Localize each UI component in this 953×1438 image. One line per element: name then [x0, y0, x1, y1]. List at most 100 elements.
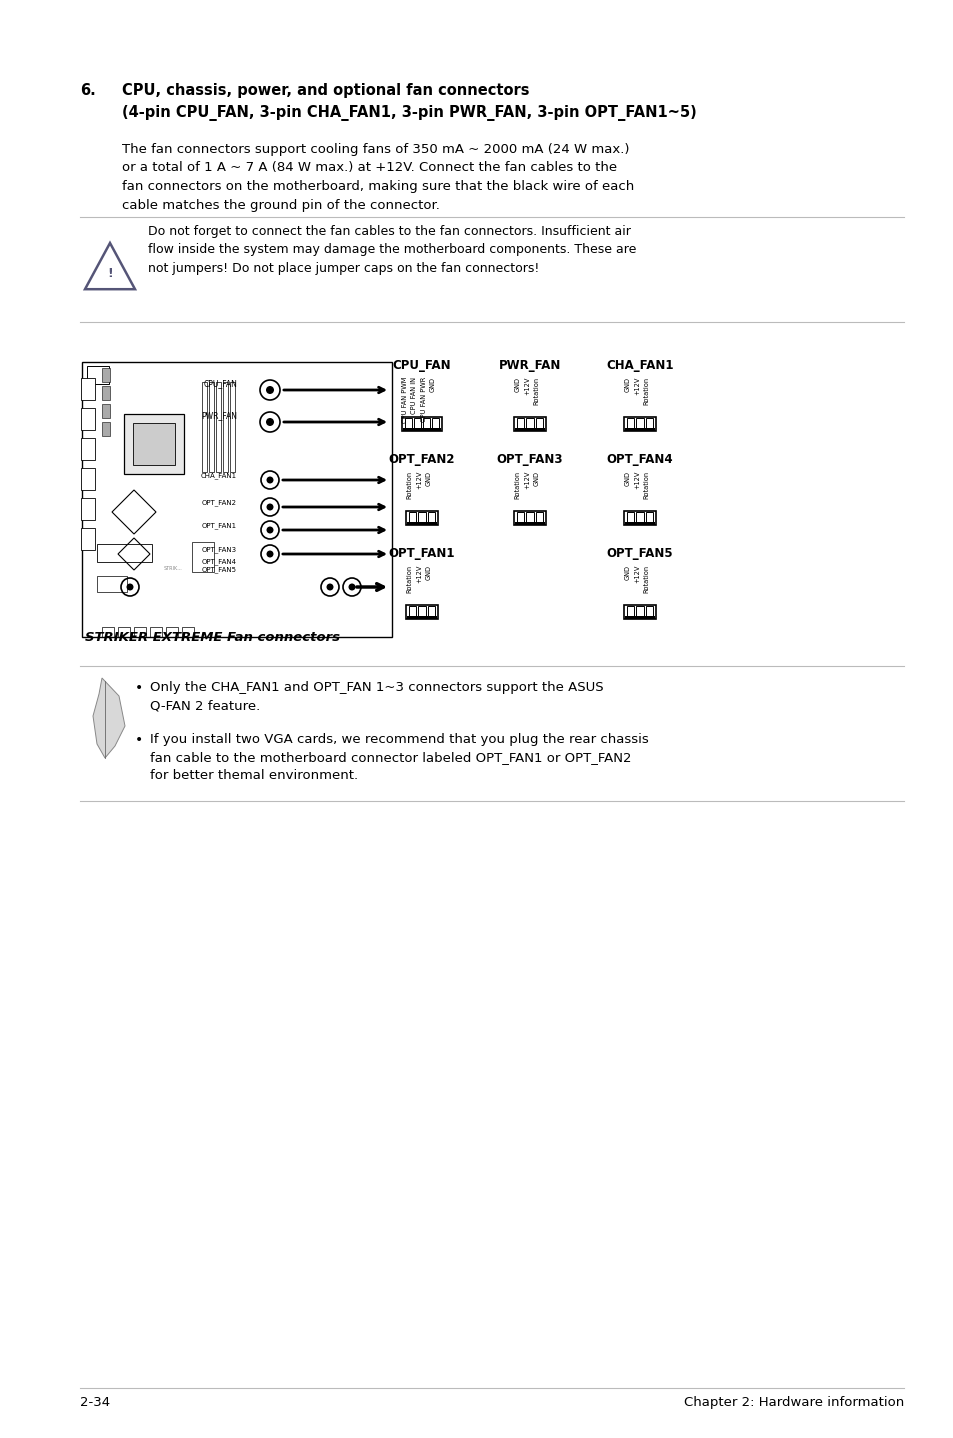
Bar	[432, 418, 439, 429]
Bar	[82, 362, 392, 637]
Bar	[526, 418, 533, 429]
Circle shape	[348, 584, 355, 591]
Bar	[514, 510, 545, 525]
Bar	[118, 627, 130, 637]
Text: Only the CHA_FAN1 and OPT_FAN 1~3 connectors support the ASUS
Q-FAN 2 feature.: Only the CHA_FAN1 and OPT_FAN 1~3 connec…	[150, 682, 603, 712]
Text: Rotation: Rotation	[642, 472, 649, 499]
Text: Rotation: Rotation	[533, 377, 538, 406]
Bar	[404, 418, 412, 429]
Bar	[87, 367, 109, 384]
Bar	[209, 383, 213, 472]
Bar	[626, 607, 634, 617]
Text: CPU FAN IN: CPU FAN IN	[411, 377, 417, 414]
Text: STRIKER EXTREME Fan connectors: STRIKER EXTREME Fan connectors	[85, 631, 339, 644]
Text: +12V: +12V	[523, 377, 530, 395]
Bar	[150, 627, 162, 637]
Bar	[636, 418, 643, 429]
Text: Rotation: Rotation	[515, 472, 520, 499]
Text: GND: GND	[425, 565, 431, 580]
Text: CHA_FAN1: CHA_FAN1	[201, 472, 236, 479]
Bar	[97, 577, 127, 592]
Bar	[102, 368, 110, 383]
Text: •: •	[135, 682, 143, 695]
Text: OPT_FAN4
OPT_FAN5: OPT_FAN4 OPT_FAN5	[202, 558, 236, 572]
Bar	[517, 512, 524, 523]
Bar	[230, 383, 234, 472]
Text: STRIK...: STRIK...	[164, 567, 183, 571]
Bar	[102, 404, 110, 418]
Bar	[623, 510, 655, 525]
Text: +12V: +12V	[523, 472, 530, 489]
Text: !: !	[107, 267, 112, 280]
Bar	[517, 418, 524, 429]
Bar	[402, 429, 441, 431]
Bar	[623, 605, 655, 618]
Text: PWR_FAN: PWR_FAN	[498, 360, 560, 372]
Text: PWR_FAN: PWR_FAN	[201, 411, 236, 420]
Bar	[223, 383, 228, 472]
Text: GND: GND	[624, 565, 630, 580]
Text: CPU FAN PWM: CPU FAN PWM	[402, 377, 408, 423]
Bar	[215, 383, 221, 472]
Bar	[626, 512, 634, 523]
Bar	[81, 467, 95, 490]
Text: OPT_FAN2: OPT_FAN2	[202, 499, 236, 506]
Bar	[535, 512, 542, 523]
Text: The fan connectors support cooling fans of 350 mA ~ 2000 mA (24 W max.)
or a tot: The fan connectors support cooling fans …	[122, 142, 634, 211]
Text: OPT_FAN3: OPT_FAN3	[202, 546, 236, 554]
Polygon shape	[92, 677, 125, 758]
Text: GND: GND	[624, 377, 630, 393]
Bar	[81, 408, 95, 430]
Bar	[427, 607, 435, 617]
Bar	[414, 418, 420, 429]
Circle shape	[326, 584, 334, 591]
Circle shape	[266, 503, 274, 510]
Bar	[636, 512, 643, 523]
Text: Do not forget to connect the fan cables to the fan connectors. Insufficient air
: Do not forget to connect the fan cables …	[148, 224, 636, 275]
Text: +12V: +12V	[634, 565, 639, 584]
Bar	[624, 522, 654, 525]
Circle shape	[266, 526, 274, 533]
Bar	[81, 498, 95, 521]
Text: +12V: +12V	[634, 472, 639, 489]
Bar	[427, 512, 435, 523]
Text: OPT_FAN2: OPT_FAN2	[388, 453, 455, 466]
Bar	[422, 418, 430, 429]
Bar	[182, 627, 193, 637]
Text: •: •	[135, 733, 143, 746]
Bar	[515, 429, 544, 431]
Text: Chapter 2: Hardware information: Chapter 2: Hardware information	[683, 1396, 903, 1409]
Text: GND: GND	[430, 377, 436, 393]
Text: GND: GND	[533, 472, 538, 486]
Bar	[81, 439, 95, 460]
Bar	[401, 417, 442, 431]
Text: CPU_FAN: CPU_FAN	[393, 360, 451, 372]
Circle shape	[266, 385, 274, 394]
Text: OPT_FAN1: OPT_FAN1	[202, 522, 236, 529]
Text: OPT_FAN4: OPT_FAN4	[606, 453, 673, 466]
Bar	[406, 510, 437, 525]
Bar	[514, 417, 545, 431]
Bar	[202, 383, 207, 472]
Bar	[132, 423, 174, 464]
Text: CHA_FAN1: CHA_FAN1	[605, 360, 673, 372]
Bar	[624, 429, 654, 431]
Text: Rotation: Rotation	[406, 472, 413, 499]
Bar	[102, 385, 110, 400]
Text: Rotation: Rotation	[406, 565, 413, 592]
Text: OPT_FAN3: OPT_FAN3	[497, 453, 562, 466]
Text: +12V: +12V	[416, 565, 421, 584]
Text: CPU FAN PWR: CPU FAN PWR	[420, 377, 426, 423]
Text: 2-34: 2-34	[80, 1396, 110, 1409]
Circle shape	[266, 418, 274, 426]
Circle shape	[127, 584, 133, 591]
Text: CPU, chassis, power, and optional fan connectors: CPU, chassis, power, and optional fan co…	[122, 83, 529, 98]
Text: OPT_FAN5: OPT_FAN5	[606, 546, 673, 559]
Bar	[192, 542, 213, 572]
Bar	[97, 544, 152, 562]
Bar	[407, 617, 436, 618]
Bar	[645, 512, 652, 523]
Bar	[623, 417, 655, 431]
Bar	[102, 627, 113, 637]
Text: If you install two VGA cards, we recommend that you plug the rear chassis
fan ca: If you install two VGA cards, we recomme…	[150, 733, 648, 782]
